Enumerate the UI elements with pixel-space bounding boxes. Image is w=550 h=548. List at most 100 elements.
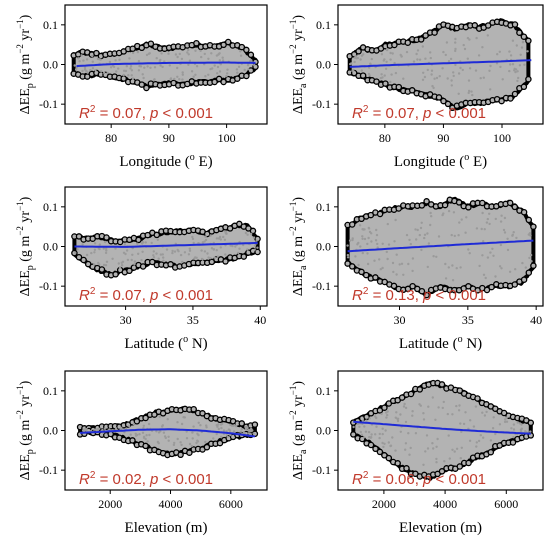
data-point	[404, 420, 408, 424]
data-point	[346, 253, 350, 257]
y-tick-label: 0.1	[316, 200, 331, 214]
data-point	[380, 73, 383, 76]
data-point	[98, 427, 101, 430]
data-point	[141, 431, 145, 434]
data-point	[404, 442, 408, 445]
data-point	[104, 264, 108, 267]
data-point	[104, 251, 108, 255]
data-point	[220, 426, 223, 430]
data-point	[425, 434, 429, 437]
data-point	[386, 410, 389, 413]
data-point	[229, 244, 232, 247]
data-point	[386, 222, 389, 226]
data-point	[393, 61, 396, 65]
data-point	[508, 50, 511, 53]
y-tick-label: 0.1	[43, 18, 58, 32]
data-point	[478, 264, 481, 268]
data-point	[455, 447, 459, 450]
data-point	[354, 255, 357, 258]
data-point	[346, 244, 349, 247]
data-point	[418, 202, 426, 209]
data-point	[387, 243, 391, 246]
data-point	[483, 228, 486, 231]
data-point	[389, 58, 392, 61]
data-point	[441, 406, 444, 410]
data-point	[180, 57, 184, 61]
data-point	[450, 233, 453, 237]
data-point	[494, 275, 497, 278]
data-point	[459, 66, 462, 70]
data-point	[434, 418, 437, 421]
data-point	[509, 439, 517, 446]
data-point	[486, 217, 489, 221]
data-point	[200, 55, 203, 59]
data-point	[103, 427, 107, 430]
x-tick-label: 2000	[98, 497, 122, 511]
data-point	[394, 449, 397, 452]
data-point	[378, 258, 381, 261]
data-point	[520, 33, 528, 40]
data-point	[451, 264, 454, 267]
data-point	[424, 57, 427, 60]
data-point	[159, 253, 163, 256]
data-point	[394, 218, 397, 222]
data-point	[395, 253, 398, 256]
data-point	[215, 432, 218, 436]
data-point	[524, 430, 527, 433]
scatter-points	[346, 18, 532, 112]
data-point	[146, 440, 149, 443]
y-tick-label: 0.0	[43, 424, 58, 438]
x-tick-label: 90	[437, 131, 449, 145]
x-axis-label: Latitude (o N)	[399, 334, 482, 352]
data-point	[137, 69, 141, 72]
data-point	[483, 286, 491, 294]
data-point	[458, 404, 461, 407]
data-point	[385, 60, 388, 63]
data-point	[211, 67, 214, 70]
data-point	[467, 91, 470, 95]
data-point	[459, 457, 462, 460]
data-point	[408, 238, 411, 242]
data-point	[477, 439, 481, 443]
data-point	[167, 261, 174, 268]
data-point	[75, 253, 83, 261]
data-point	[505, 420, 509, 423]
data-point	[232, 424, 235, 427]
data-point	[74, 251, 77, 254]
data-point	[158, 60, 161, 63]
data-point	[510, 427, 513, 430]
data-point	[122, 69, 126, 73]
data-point	[453, 234, 456, 238]
plot-area	[344, 196, 537, 299]
y-tick-label: -0.1	[39, 463, 58, 477]
data-point	[148, 433, 151, 437]
data-point	[98, 266, 106, 273]
data-point	[253, 63, 256, 67]
data-point	[429, 223, 432, 227]
data-point	[442, 400, 445, 404]
data-point	[226, 72, 229, 75]
plot-area	[346, 18, 532, 112]
data-point	[511, 281, 519, 288]
data-point	[250, 59, 253, 62]
data-point	[523, 63, 526, 66]
data-point	[187, 48, 190, 52]
data-point	[437, 235, 441, 238]
data-point	[174, 53, 178, 56]
data-point	[159, 64, 162, 67]
data-point	[162, 256, 165, 259]
data-point	[423, 233, 427, 236]
data-point	[512, 423, 516, 426]
panel-p3: 0.1 0.0 -0.1 30 35 40 Latitude (o N) ΔEEp (g m−…	[15, 186, 268, 352]
data-point	[351, 237, 354, 240]
y-tick-label: 0.1	[43, 200, 58, 214]
data-point	[354, 54, 357, 58]
data-point	[382, 445, 385, 449]
data-point	[450, 79, 453, 82]
data-point	[80, 256, 87, 264]
data-point	[460, 446, 463, 449]
data-point	[375, 228, 378, 232]
data-point	[194, 73, 197, 77]
y-tick-label: 0.0	[316, 58, 331, 72]
data-point	[481, 46, 484, 49]
